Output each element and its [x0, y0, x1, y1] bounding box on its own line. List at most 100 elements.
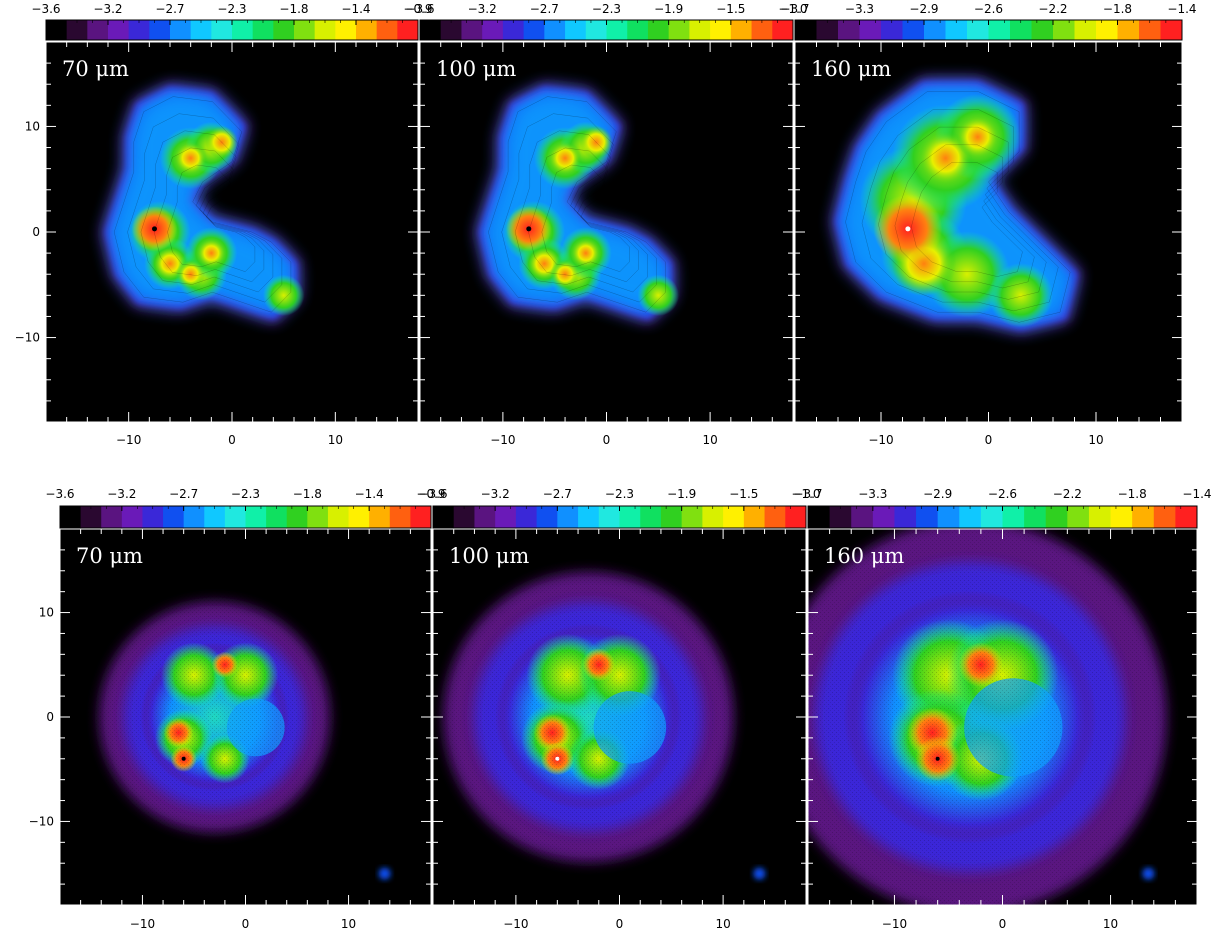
map-emission	[831, 77, 1082, 334]
x-tick-label: 0	[985, 433, 993, 447]
colorbar-tick-label: −3.6	[45, 487, 74, 501]
colorbar-segment	[128, 20, 150, 40]
colorbar-tick-label: −2.2	[1053, 487, 1082, 501]
map-panel-top-2: 160 μm	[795, 42, 1182, 422]
colorbar-segment	[224, 506, 246, 528]
colorbar-segment	[502, 20, 525, 40]
contour-line	[894, 144, 1035, 289]
colorbar-tick-label: −2.3	[217, 2, 246, 16]
colorbar-tick-label: −2.7	[155, 2, 184, 16]
colorbar-segment	[557, 506, 579, 528]
x-tick-label: −10	[882, 917, 907, 931]
colorbar-segment	[376, 20, 398, 40]
x-tick-label: 0	[242, 917, 250, 931]
y-tick-label: −10	[15, 331, 40, 345]
colorbar-segment	[723, 506, 745, 528]
colorbar-segment	[397, 20, 419, 40]
x-tick-label: −10	[503, 917, 528, 931]
colorbar-segment	[1160, 20, 1183, 40]
x-tick-label: 10	[1088, 433, 1103, 447]
colorbar-segment	[980, 506, 1003, 528]
colorbar-segment	[1096, 20, 1118, 40]
colorbar-top-1: −3.6 −3.2 −2.7 −2.3 −1.9 −1.5 −1.0	[405, 2, 808, 41]
panel-label: 160 μm	[811, 57, 891, 81]
colorbar-segment	[482, 20, 504, 40]
colorbar-segment	[433, 506, 455, 528]
colorbar-segment	[420, 20, 442, 40]
point-source	[378, 867, 391, 880]
colorbar-segment	[515, 506, 538, 528]
colorbar-segment	[149, 20, 171, 40]
map-panel-bottom-2: 160 μm	[808, 529, 1197, 905]
colorbar-tick-label: −0.9	[416, 487, 445, 501]
colorbar-segment	[108, 20, 130, 40]
point-source	[1142, 867, 1155, 880]
panel-label: 160 μm	[824, 544, 904, 568]
colorbar-tick-label: −2.7	[543, 487, 572, 501]
colorbar-segment	[190, 20, 212, 40]
colorbar-segment	[924, 20, 946, 40]
emission-knot	[205, 125, 239, 159]
colorbar-segment	[872, 506, 895, 528]
x-tick-label: 0	[999, 917, 1007, 931]
x-tick-label: 0	[603, 433, 611, 447]
colorbar-segment	[523, 20, 545, 40]
colorbar-segment	[585, 20, 607, 40]
colorbar-segment	[967, 20, 989, 40]
map-emission	[60, 529, 431, 905]
map-emission	[433, 529, 806, 905]
x-tick-label: 10	[328, 433, 343, 447]
emission-knot	[263, 274, 305, 317]
colorbar-tick-label: −1.0	[791, 487, 820, 501]
colorbar-segment	[795, 20, 817, 40]
panel-frame: −10 0 10	[432, 528, 807, 931]
colorbar-segment	[859, 20, 882, 40]
map-emission	[475, 82, 680, 324]
colorbar-segment	[772, 20, 794, 40]
map-panel-top-0: 70 μm	[46, 42, 418, 422]
colorbar-tick-label: −1.4	[1167, 2, 1196, 16]
colorbar-segment	[101, 506, 123, 528]
y-tick-label: −10	[29, 814, 54, 828]
colorbar-segment	[369, 506, 391, 528]
colorbar-tick-label: −2.7	[169, 487, 198, 501]
colorbar-segment	[307, 506, 329, 528]
colorbar-tick-label: −2.9	[909, 2, 938, 16]
x-tick-label: 10	[341, 917, 356, 931]
colorbar-segment	[1010, 20, 1032, 40]
colorbar-bottom-1: −3.6 −3.2 −2.7 −2.3 −1.9 −1.5 −1.0	[418, 487, 821, 529]
colorbar-segment	[1153, 506, 1176, 528]
colorbar-segment	[163, 506, 185, 528]
colorbar-segment	[1088, 506, 1112, 528]
x-tick-label: 0	[228, 433, 236, 447]
panel-frame: −10 0 10	[419, 41, 794, 447]
colorbar-segment	[619, 506, 641, 528]
colorbar-segment	[937, 506, 960, 528]
colorbar-segment	[851, 506, 874, 528]
colorbar-segment	[183, 506, 205, 528]
map-emission	[101, 82, 305, 324]
colorbar-segment	[881, 20, 903, 40]
colorbar-segment	[335, 20, 357, 40]
colorbar-segment	[1175, 506, 1198, 528]
colorbar-segment	[764, 506, 786, 528]
colorbar-tick-label: −1.5	[716, 2, 745, 16]
colorbar-segment	[751, 20, 773, 40]
colorbar-segment	[1053, 20, 1075, 40]
colorbar-segment	[829, 506, 852, 528]
peak-marker	[905, 226, 911, 232]
panel-label: 70 μm	[62, 57, 129, 81]
colorbar-segment	[1067, 506, 1090, 528]
colorbar-segment	[536, 506, 558, 528]
axes-layer: −10 0 10 10 0 −10 −3.6 −3.2 −2.7 −2.3 −1.8 −1.4 −0.9…	[15, 2, 1212, 931]
colorbar-segment	[785, 506, 807, 528]
colorbar-segment	[640, 506, 662, 528]
colorbar-tick-label: −1.9	[667, 487, 696, 501]
colorbar-segment	[689, 20, 711, 40]
emission-knot	[579, 125, 613, 159]
colorbar-tick-label: −1.0	[778, 2, 807, 16]
colorbar-segment	[598, 506, 620, 528]
point-source	[753, 867, 766, 880]
pixel-texture	[433, 529, 806, 905]
colorbar-segment	[959, 506, 982, 528]
